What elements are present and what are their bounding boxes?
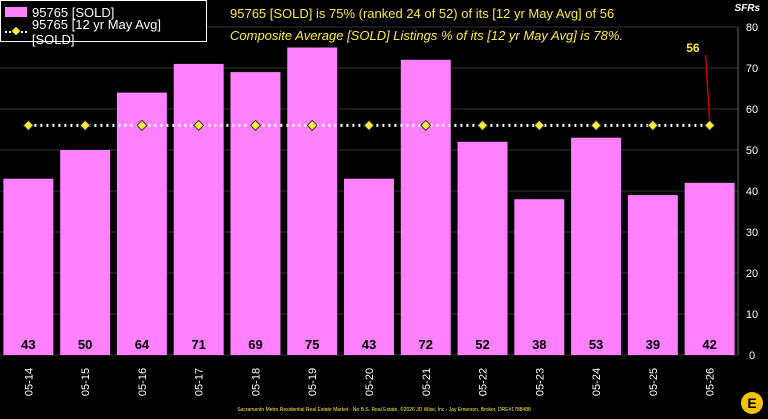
- bar-value-label: 64: [135, 337, 150, 352]
- x-tick-label: 05-18: [250, 368, 262, 396]
- x-tick-label: 05-23: [534, 368, 546, 396]
- chart-title: 95765 [SOLD] is 75% (ranked 24 of 52) of…: [230, 6, 615, 21]
- bar-value-label: 52: [475, 337, 489, 352]
- average-marker: [703, 119, 716, 132]
- bar-value-label: 43: [21, 337, 35, 352]
- bar-value-label: 42: [702, 337, 716, 352]
- y-tick-label: 80: [746, 22, 758, 34]
- x-axis-ticks: 05-14 05-15 05-16 05-17 05-18 05-19 05-20 05-21…: [23, 368, 716, 396]
- y-tick-label: 70: [746, 63, 758, 75]
- average-marker: [476, 119, 489, 132]
- average-marker: [306, 119, 318, 132]
- legend-item-sold: 95765 [SOLD]: [5, 3, 114, 21]
- y-tick-label: 50: [746, 145, 758, 157]
- x-tick-label: 05-24: [591, 368, 603, 396]
- legend-label-avg: 95765 [12 yr May Avg] [SOLD]: [31, 17, 161, 47]
- bar-value-label: 72: [419, 337, 433, 352]
- y-tick-label: 10: [746, 309, 758, 321]
- x-tick-label: 05-17: [194, 368, 206, 396]
- y-axis-label: SFRs: [734, 3, 760, 14]
- callout-leader: [704, 54, 711, 120]
- average-marker: [22, 119, 35, 132]
- bar-value-label: 39: [646, 337, 660, 352]
- legend-item-avg: 95765 [12 yr May Avg] [SOLD]: [5, 17, 206, 47]
- legend-label-sold: 95765 [SOLD]: [32, 4, 115, 20]
- average-marker: [363, 119, 375, 132]
- bar-value-label: 50: [78, 337, 92, 352]
- bar: [344, 178, 394, 355]
- chart-subtitle: Composite Average [SOLD] Listings % of i…: [230, 28, 624, 43]
- bar: [571, 137, 622, 355]
- average-marker: [647, 119, 659, 132]
- bar: [684, 182, 735, 355]
- average-marker: [136, 119, 148, 132]
- callout-value: 56: [686, 41, 700, 55]
- legend-swatch-line: [5, 27, 27, 37]
- legend-swatch-bar: [5, 7, 27, 17]
- bar-value-label: 69: [248, 337, 262, 352]
- bar-value-label: 75: [305, 337, 319, 352]
- x-tick-label: 05-25: [648, 368, 660, 396]
- y-tick-label: 0: [749, 350, 755, 362]
- y-tick-label: 40: [746, 186, 758, 198]
- x-tick-label: 05-16: [137, 368, 149, 396]
- x-tick-label: 05-15: [80, 368, 92, 396]
- average-marker: [79, 119, 91, 132]
- y-tick-label: 20: [746, 268, 758, 280]
- average-marker: [249, 119, 262, 132]
- bar: [60, 150, 111, 355]
- x-tick-label: 05-22: [478, 368, 490, 396]
- bar: [400, 59, 451, 356]
- x-tick-label: 05-20: [364, 368, 376, 396]
- bar-value-label: 43: [362, 337, 376, 352]
- average-callout: 56: [686, 41, 711, 120]
- y-axis-ticks: 0 10 20 30 40 50 60 70 80: [746, 22, 758, 362]
- footer-credit: Sacramento Metro Residential Real Estate…: [237, 407, 531, 413]
- bar: [287, 47, 338, 355]
- x-tick-label: 05-19: [307, 368, 319, 396]
- bar: [116, 92, 167, 355]
- x-tick-label: 05-14: [23, 368, 35, 396]
- x-tick-label: 05-26: [705, 368, 717, 396]
- bar: [3, 178, 54, 355]
- average-marker: [192, 119, 205, 132]
- bar-labels: 43 50 64 71 69 75 43 72 52 38 53 39 42: [21, 337, 717, 352]
- bar-value-label: 38: [532, 337, 546, 352]
- bars: [3, 47, 735, 356]
- bar: [457, 141, 508, 355]
- bar: [230, 72, 281, 355]
- y-tick-label: 30: [746, 227, 758, 239]
- y-tick-label: 60: [746, 104, 758, 116]
- average-marker: [420, 119, 432, 132]
- bar-value-label: 71: [191, 337, 205, 352]
- bar: [627, 195, 678, 355]
- average-marker: [590, 119, 602, 132]
- x-tick-label: 05-21: [421, 368, 433, 396]
- average-marker: [533, 119, 546, 132]
- legend: 95765 [SOLD] 95765 [12 yr May Avg] [SOLD…: [0, 0, 207, 47]
- average-line: [22, 119, 716, 132]
- brand-logo-icon: E: [741, 392, 763, 414]
- bar: [173, 63, 224, 356]
- bar-value-label: 53: [589, 337, 603, 352]
- bar: [514, 199, 565, 355]
